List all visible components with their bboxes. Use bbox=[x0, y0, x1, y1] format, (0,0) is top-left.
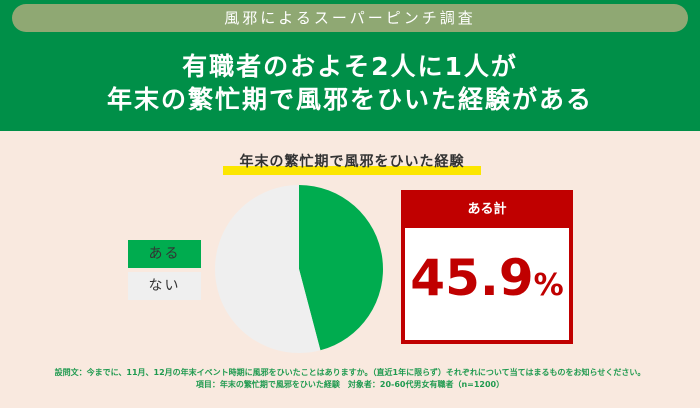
chart-title: 年末の繁忙期で風邪をひいた経験 bbox=[223, 151, 481, 175]
legend-item-aru: ある bbox=[128, 240, 201, 268]
headline: 有職者のおよそ2人に1人が 年末の繁忙期で風邪をひいた経験がある bbox=[0, 50, 700, 116]
header-banner: 風邪によるスーパーピンチ調査 有職者のおよそ2人に1人が 年末の繁忙期で風邪をひ… bbox=[0, 0, 700, 131]
footnote-item: 項目：年末の繁忙期で風邪をひいた経験 対象者：20-60代男女有職者（n=120… bbox=[195, 380, 505, 389]
summary-box: ある計 45.9% bbox=[401, 190, 573, 344]
headline-line2: 年末の繁忙期で風邪をひいた経験がある bbox=[106, 85, 593, 114]
pie-slice-1 bbox=[214, 185, 321, 353]
footnote-question: 設問文：今までに、11月、12月の年末イベント時期に風邪をひいたことはありますか… bbox=[54, 368, 646, 377]
legend-item-nai: ない bbox=[128, 272, 201, 300]
survey-label: 風邪によるスーパーピンチ調査 bbox=[12, 4, 688, 32]
summary-label: ある計 bbox=[405, 194, 569, 228]
pie-slice-0 bbox=[299, 185, 383, 351]
pie-chart bbox=[214, 185, 383, 353]
footnote: 設問文：今までに、11月、12月の年末イベント時期に風邪をひいたことはありますか… bbox=[0, 367, 700, 391]
headline-line1: 有職者のおよそ2人に1人が bbox=[182, 52, 518, 81]
summary-value: 45.9% bbox=[410, 249, 564, 307]
